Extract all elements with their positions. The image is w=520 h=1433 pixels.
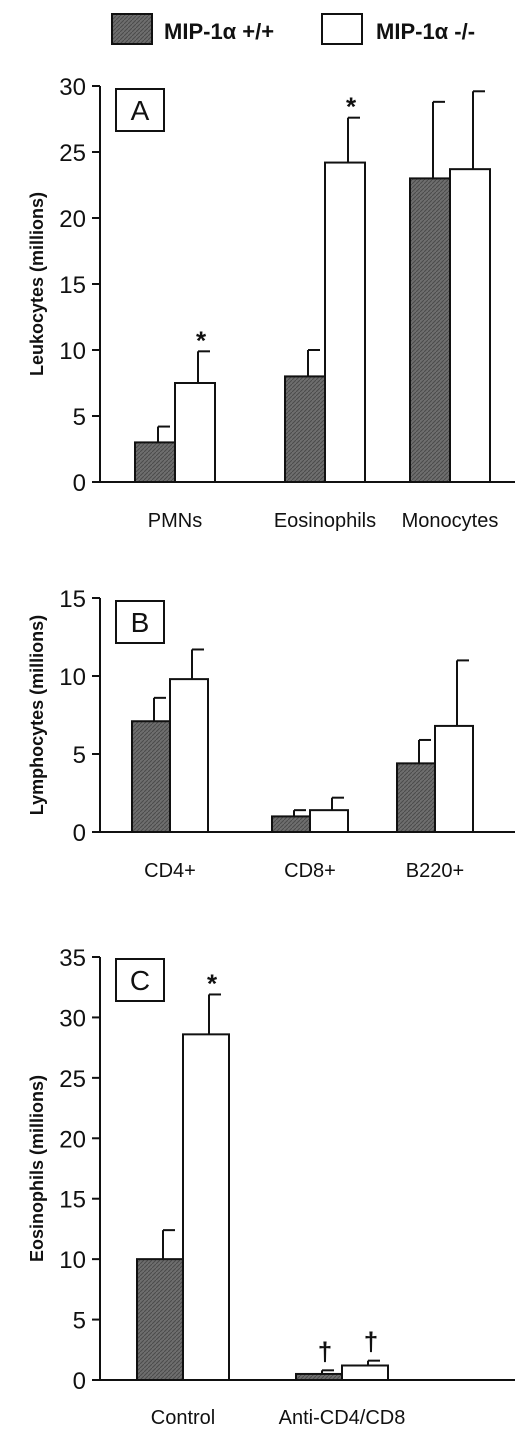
category-label: Control xyxy=(151,1407,215,1429)
significance-marker: † xyxy=(364,1327,378,1357)
significance-marker: * xyxy=(196,325,207,355)
significance-marker: * xyxy=(346,92,357,122)
panel-letter-box xyxy=(115,600,165,644)
bar-wildtype xyxy=(134,441,176,483)
panels: 0 5 10 15 20 25 30 Leukocytes (millions) A PMNs Eo… xyxy=(27,74,515,1429)
panel-letter-box xyxy=(115,958,165,1002)
bar-knockout xyxy=(449,168,491,483)
panel-c: 0 5 10 15 20 25 30 35 Eosinophils (millions) C Con… xyxy=(27,945,515,1429)
panel-letter-box xyxy=(115,88,165,132)
y-axis-label: Eosinophils (millions) xyxy=(27,1075,47,1262)
y-tick-label: 10 xyxy=(59,1247,86,1274)
bar-knockout xyxy=(169,678,209,833)
panel-a: 0 5 10 15 20 25 30 Leukocytes (millions) A PMNs Eo… xyxy=(27,74,515,532)
bar-wildtype xyxy=(396,762,436,833)
bar-wildtype xyxy=(271,815,311,834)
bar-wildtype xyxy=(409,177,451,483)
bar-wildtype xyxy=(131,720,171,833)
category-label: B220+ xyxy=(406,860,464,882)
bar-knockout xyxy=(182,1033,230,1381)
y-tick-label: 25 xyxy=(59,140,86,167)
legend-label-knockout: MIP-1α -/- xyxy=(376,19,475,44)
legend: MIP-1α +/+ MIP-1α -/- xyxy=(111,13,475,45)
y-tick-label: 20 xyxy=(59,206,86,233)
y-tick-label: 15 xyxy=(59,586,86,613)
y-axis-label: Leukocytes (millions) xyxy=(27,192,47,376)
significance-marker: * xyxy=(207,968,218,998)
category-label: PMNs xyxy=(148,510,202,532)
panel-letter: B xyxy=(131,607,150,638)
y-tick-label: 5 xyxy=(73,1308,86,1335)
panel-letter: A xyxy=(131,95,150,126)
category-label: Anti-CD4/CD8 xyxy=(279,1407,406,1429)
y-tick-label: 15 xyxy=(59,272,86,299)
y-tick-label: 30 xyxy=(59,1005,86,1032)
y-tick-label: 25 xyxy=(59,1066,86,1093)
y-tick-label: 0 xyxy=(73,1368,86,1395)
y-tick-label: 20 xyxy=(59,1126,86,1153)
bar-wildtype xyxy=(295,1372,343,1382)
y-tick-label: 0 xyxy=(73,470,86,497)
bar-wildtype xyxy=(284,375,326,483)
y-tick-label: 30 xyxy=(59,74,86,101)
y-tick-label: 10 xyxy=(59,664,86,691)
y-tick-label: 0 xyxy=(73,820,86,847)
significance-marker: † xyxy=(318,1336,332,1366)
category-label: Monocytes xyxy=(402,510,499,532)
y-tick-label: 35 xyxy=(59,945,86,972)
y-tick-label: 15 xyxy=(59,1187,86,1214)
bar-knockout xyxy=(309,809,349,833)
bar-knockout xyxy=(174,382,216,483)
y-axis-label: Lymphocytes (millions) xyxy=(27,615,47,815)
panel-b: 0 5 10 15 Lymphocytes (millions) B CD4+ CD8+ B22… xyxy=(27,586,515,882)
legend-swatch-knockout xyxy=(321,13,363,45)
bar-knockout xyxy=(324,161,366,483)
category-label: CD8+ xyxy=(284,860,336,882)
bar-wildtype xyxy=(136,1258,184,1381)
category-label: CD4+ xyxy=(144,860,196,882)
legend-label-wildtype: MIP-1α +/+ xyxy=(164,19,274,44)
y-tick-label: 5 xyxy=(73,742,86,769)
bar-knockout xyxy=(341,1364,389,1382)
legend-swatch-wildtype xyxy=(111,13,153,45)
category-label: Eosinophils xyxy=(274,510,376,532)
panel-letter: C xyxy=(130,965,150,996)
y-tick-label: 10 xyxy=(59,338,86,365)
bar-knockout xyxy=(434,724,474,833)
y-tick-label: 5 xyxy=(73,404,86,431)
